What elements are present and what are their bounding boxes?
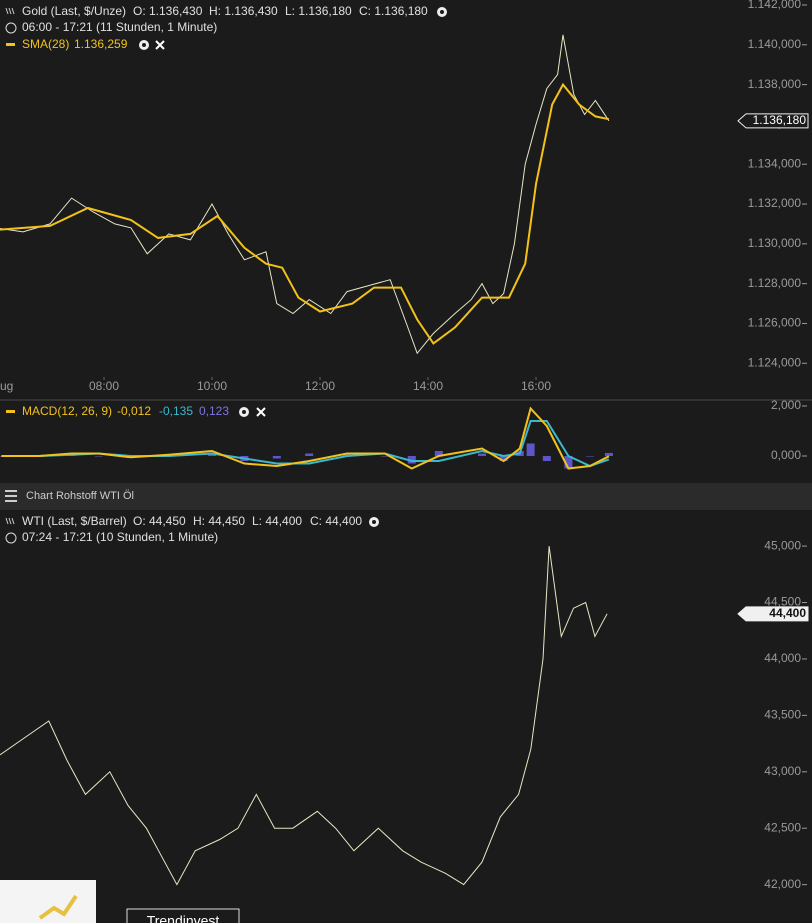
- gold-price-line: [0, 34, 610, 355]
- macd-line: [1, 406, 610, 470]
- day-label: ug: [0, 379, 13, 393]
- chart-icon: [5, 7, 15, 15]
- wti-price-line: [0, 546, 608, 886]
- x-tick-label: 10:00: [197, 379, 227, 393]
- low: L: 1.136,180: [285, 4, 352, 18]
- histogram-bar: [94, 456, 103, 457]
- y-tick-label: 1.138,000: [748, 77, 802, 91]
- marks: 1.142,0001.140,0001.138,0001.136,0001.13…: [0, 0, 809, 891]
- histogram-bar: [542, 456, 551, 461]
- macd-legend: MACD(12, 26, 9) -0,012 -0,135 0,123: [6, 404, 266, 418]
- y-tick-label: 1.130,000: [748, 236, 802, 250]
- chart-icon: [5, 517, 15, 525]
- instrument-name: Gold (Last, $/Unze): [22, 4, 126, 18]
- y-tick-label: 45,000: [764, 538, 801, 552]
- macd-name: MACD(12, 26, 9): [22, 404, 112, 418]
- y-tick-label: 1.140,000: [748, 37, 802, 51]
- y-tick-label: 44,000: [764, 651, 801, 665]
- clock-icon: [5, 22, 17, 34]
- macd-close[interactable]: [256, 407, 266, 417]
- button-label: Trendinvest: [147, 913, 220, 923]
- high: H: 1.136,430: [209, 4, 278, 18]
- menu-icon[interactable]: [5, 490, 17, 502]
- histogram-bar: [499, 456, 508, 461]
- y-tick-label: 2,000: [771, 398, 801, 412]
- histogram-value: 0,123: [199, 404, 229, 418]
- histogram-bar: [526, 443, 535, 456]
- macd-swatch: [6, 410, 15, 413]
- low: L: 44,400: [252, 514, 302, 528]
- sma-close[interactable]: [155, 40, 165, 50]
- trendinvest-button[interactable]: [126, 908, 240, 923]
- last-price-badge: [737, 606, 809, 622]
- y-tick-label: 1.132,000: [748, 196, 802, 210]
- y-tick-label: 42,000: [764, 877, 801, 891]
- y-tick-label: 1.124,000: [748, 355, 802, 369]
- histogram-bar: [272, 456, 281, 459]
- x-tick-label: 16:00: [521, 379, 551, 393]
- y-tick-label: 43,500: [764, 708, 801, 722]
- last-price-badge: [737, 113, 809, 129]
- macd-value: -0,012: [117, 404, 151, 418]
- settings-icon-dot: [372, 520, 376, 524]
- y-tick-label: 1.126,000: [748, 316, 802, 330]
- histogram-bar: [604, 452, 613, 456]
- histogram-bar: [208, 453, 217, 456]
- sma-value: 1.136,259: [74, 37, 128, 51]
- y-tick-label: 1.128,000: [748, 276, 802, 290]
- settings-icon-dot: [440, 10, 444, 14]
- histogram-bar: [407, 456, 416, 464]
- close: C: 1.136,180: [359, 4, 428, 18]
- x-tick-label: 12:00: [305, 379, 335, 393]
- close: C: 44,400: [310, 514, 362, 528]
- histogram-bar: [586, 456, 595, 457]
- time-range: 06:00 - 17:21 (11 Stunden, 1 Minute): [22, 20, 217, 34]
- histogram-bar: [434, 451, 443, 456]
- macd-settings-dot: [242, 410, 246, 414]
- x-tick-label: 14:00: [413, 379, 443, 393]
- histogram-bar: [478, 453, 487, 456]
- sma-swatch: [6, 43, 15, 46]
- y-tick-label: 0,000: [771, 448, 801, 462]
- last-price-label: 44,400: [769, 606, 806, 620]
- gold-legend: Gold (Last, $/Unze) O: 1.136,430 H: 1.13…: [5, 4, 447, 51]
- sma-settings-dot: [142, 43, 146, 47]
- y-tick-label: 1.142,000: [748, 0, 802, 11]
- thumbnail[interactable]: [0, 880, 96, 923]
- tab-title: Chart Rohstoff WTI Öl: [26, 490, 134, 502]
- sma-name: SMA(28): [22, 37, 69, 51]
- y-tick-label: 1.134,000: [748, 156, 802, 170]
- wti-legend: WTI (Last, $/Barrel) O: 44,450 H: 44,450…: [5, 514, 379, 544]
- thumbnail-icon: [38, 894, 78, 920]
- y-tick-label: 42,500: [764, 820, 801, 834]
- gold-sma-line: [0, 82, 610, 345]
- histogram-bar: [305, 453, 314, 456]
- high: H: 44,450: [193, 514, 245, 528]
- clock-icon: [5, 532, 17, 544]
- histogram-bar: [380, 456, 389, 457]
- histogram-bar: [343, 453, 352, 456]
- instrument-name: WTI (Last, $/Barrel): [22, 514, 127, 528]
- tab-bar: [0, 483, 812, 510]
- last-price-label: 1.136,180: [753, 113, 807, 127]
- y-tick-label: 44,500: [764, 595, 801, 609]
- open: O: 44,450: [133, 514, 186, 528]
- histogram-bar: [564, 456, 573, 469]
- y-tick-label: 43,000: [764, 764, 801, 778]
- open: O: 1.136,430: [133, 4, 203, 18]
- time-range: 07:24 - 17:21 (10 Stunden, 1 Minute): [22, 530, 218, 544]
- signal-value: -0,135: [159, 404, 193, 418]
- x-tick-label: 08:00: [89, 379, 119, 393]
